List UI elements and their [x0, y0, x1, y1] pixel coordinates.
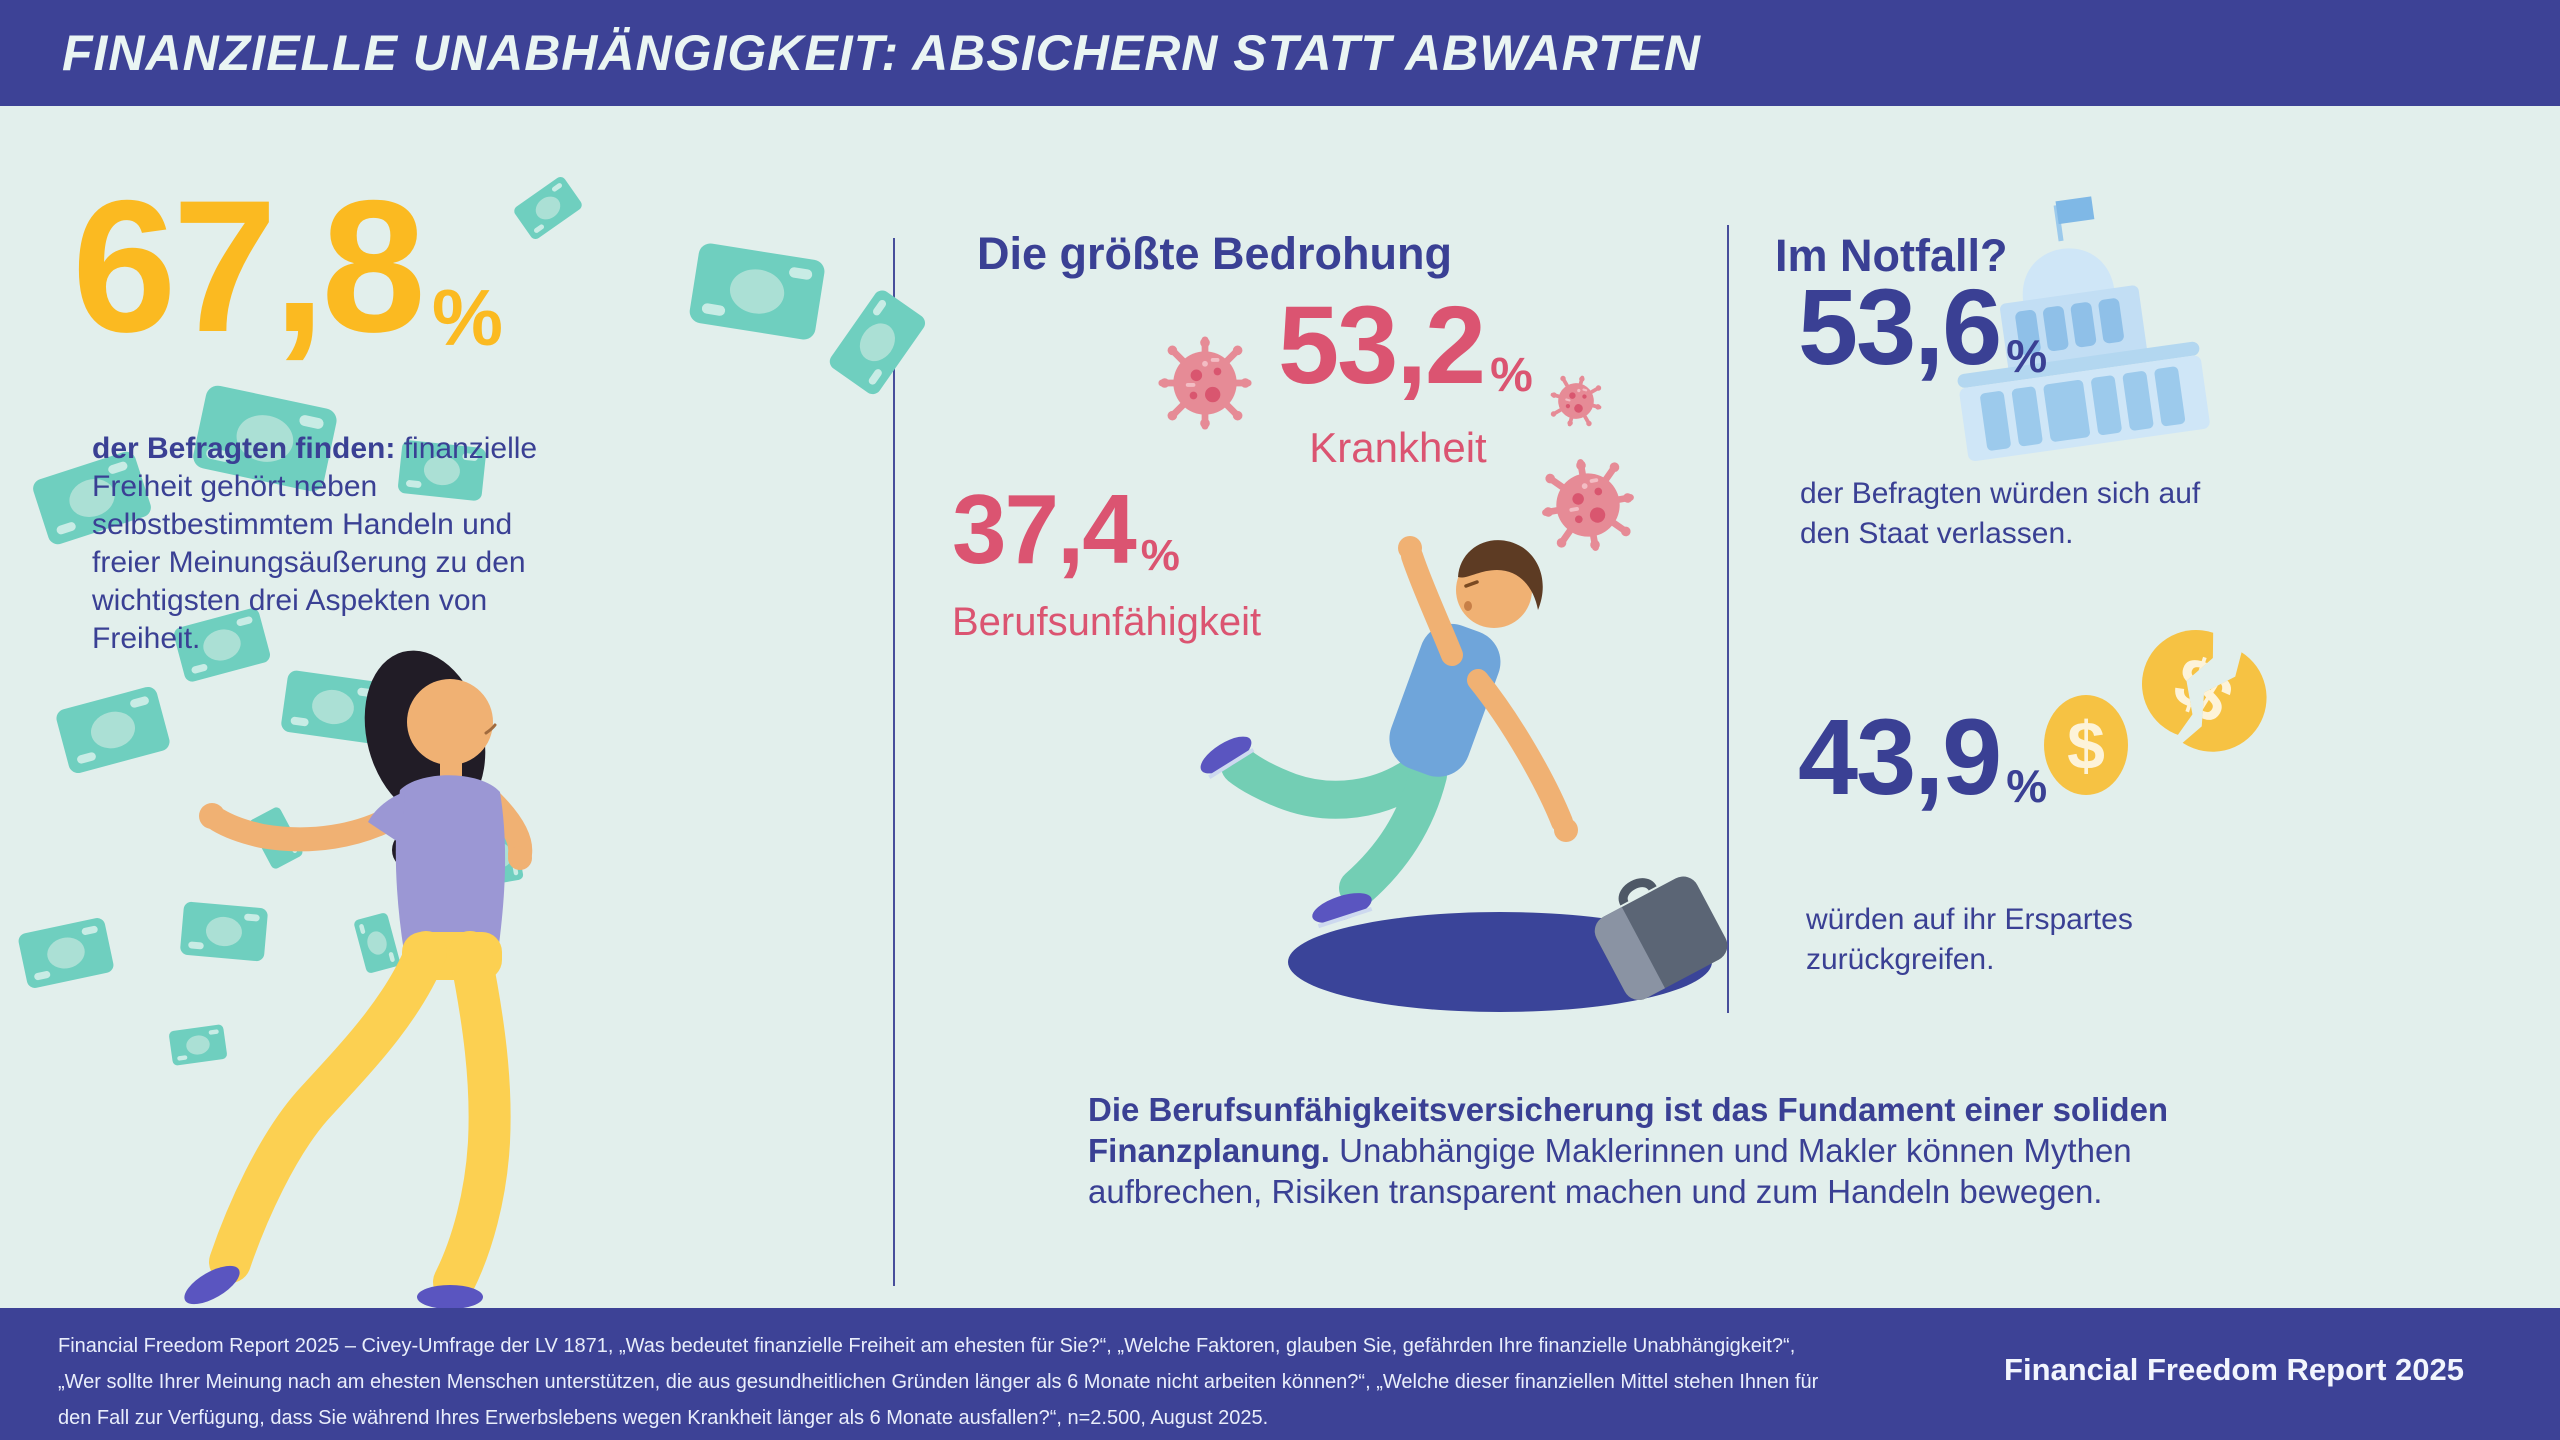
- stat-berufsunfaehigkeit-value: 37,4: [952, 474, 1137, 584]
- header-band: FINANZIELLE UNABHÄNGIGKEIT: ABSICHERN ST…: [0, 0, 2560, 106]
- stat-erspartes-caption: würden auf ihr Erspartes zurückgreifen.: [1806, 903, 2133, 976]
- svg-text:$: $: [2067, 708, 2105, 784]
- stat-freedom-value: 67,8: [72, 161, 426, 371]
- stat-berufsunfaehigkeit: 37,4%: [952, 480, 1180, 578]
- stat-freedom: 67,8%: [72, 172, 503, 360]
- threat-heading: Die größte Bedrohung: [977, 228, 1452, 279]
- stat-erspartes-percent: %: [2006, 760, 2047, 812]
- page-title: FINANZIELLE UNABHÄNGIGKEIT: ABSICHERN ST…: [62, 25, 1701, 81]
- conclusion-note-text: Unabhängige Maklerinnen und Makler könne…: [1088, 1132, 2132, 1210]
- government-building-icon: [1957, 196, 2210, 462]
- footer-band: Financial Freedom Report 2025 – Civey-Um…: [0, 1308, 2560, 1440]
- stat-staat: 53,6%: [1798, 273, 2047, 382]
- lead-bold: der Befragten finden:: [92, 432, 404, 465]
- briefcase-icon: [1594, 876, 1728, 1000]
- stat-freedom-percent: %: [431, 273, 504, 362]
- report-brand: Financial Freedom Report 2025: [2004, 1352, 2464, 1387]
- stat-erspartes: 43,9%: [1798, 703, 2047, 812]
- stat-staat-percent: %: [2006, 330, 2047, 382]
- stat-krankheit: 53,2%: [1278, 291, 1533, 401]
- stat-berufsunfaehigkeit-label: Berufsunfähigkeit: [952, 600, 1262, 644]
- stat-staat-caption: der Befragten würden sich auf den Staat …: [1800, 477, 2201, 550]
- stat-krankheit-value: 53,2: [1278, 284, 1486, 407]
- emergency-heading: Im Notfall?: [1775, 230, 2008, 281]
- woman-illustration: [184, 650, 533, 1309]
- stat-krankheit-percent: %: [1490, 349, 1533, 402]
- divider-right: [1727, 225, 1729, 1013]
- source-text: Financial Freedom Report 2025 – Civey-Um…: [58, 1328, 1818, 1436]
- conclusion-note-bold: Die Berufsunfähigkeitsversicherung ist d…: [1088, 1091, 2169, 1169]
- lead-paragraph: der Befragten finden: finanzielle Freihe…: [92, 430, 540, 658]
- stat-berufsunfaehigkeit-percent: %: [1140, 531, 1180, 580]
- stat-erspartes-value: 43,9: [1798, 696, 2002, 817]
- divider-left: [893, 238, 895, 1286]
- falling-man-illustration: [1200, 536, 1728, 1012]
- source-line-3: den Fall zur Verfügung, dass Sie während…: [58, 1407, 1269, 1429]
- stat-krankheit-label: Krankheit: [1309, 424, 1487, 471]
- broken-coin-icon: $ $: [2142, 630, 2267, 752]
- stat-staat-value: 53,6: [1798, 266, 2002, 387]
- dollar-coin-icon: $: [2044, 695, 2128, 795]
- source-line-2: „Wer sollte Ihrer Meinung nach am eheste…: [58, 1371, 1819, 1393]
- conclusion-note: Die Berufsunfähigkeitsversicherung ist d…: [1088, 1089, 2268, 1212]
- lead-text: finanzielle Freiheit gehört neben selbst…: [92, 432, 538, 655]
- source-line-1: Financial Freedom Report 2025 – Civey-Um…: [58, 1335, 1796, 1357]
